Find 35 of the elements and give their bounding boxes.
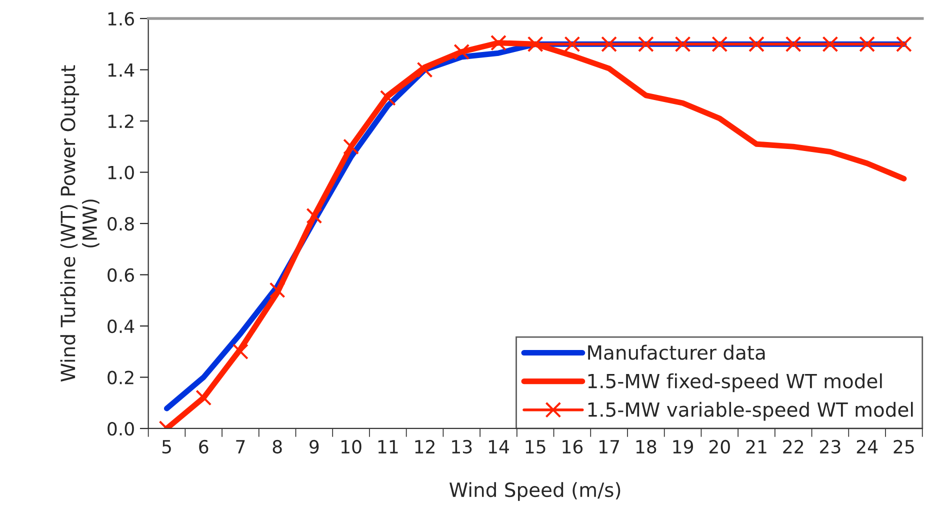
y-tick-label: 1.2 <box>108 114 134 128</box>
x-axis-title: Wind Speed (m/s) <box>450 482 620 501</box>
x-tick-label: 9 <box>310 440 319 454</box>
x-tick-label: 20 <box>709 440 730 454</box>
y-tick-label: 1.0 <box>108 166 134 180</box>
x-tick-label: 22 <box>783 440 804 454</box>
y-axis-title: Wind Turbine (WT) Power Output (MW) <box>60 65 100 382</box>
x-tick-label: 7 <box>236 440 245 454</box>
x-tick-label: 24 <box>856 440 878 454</box>
y-tick-label: 0.8 <box>108 216 134 231</box>
x-tick-label: 19 <box>673 440 693 454</box>
y-tick-label: 0.0 <box>108 422 134 436</box>
x-tick-label: 6 <box>199 440 208 454</box>
x-tick-label: 5 <box>162 440 171 454</box>
x-tick-label: 15 <box>526 440 546 454</box>
y-tick-label: 0.6 <box>108 268 134 282</box>
x-tick-label: 14 <box>488 440 509 454</box>
x-tick-label: 21 <box>746 440 766 454</box>
x-tick-label: 23 <box>820 440 840 454</box>
x-tick-label: 12 <box>415 440 434 454</box>
x-tick-label: 17 <box>600 440 620 454</box>
y-tick-label: 0.4 <box>108 319 134 334</box>
x-tick-label: 13 <box>452 440 472 454</box>
y-tick-label: 0.2 <box>108 370 134 384</box>
x-tick-label: 16 <box>562 440 583 454</box>
x-tick-label: 10 <box>342 440 362 454</box>
x-tick-label: 18 <box>636 440 656 454</box>
x-tick-label: 11 <box>378 440 398 454</box>
x-tick-label: 25 <box>894 440 914 454</box>
y-tick-label: 1.4 <box>108 63 134 77</box>
x-tick-label: 8 <box>272 440 282 454</box>
legend-label: 1.5-MW variable-speed WT model <box>588 402 913 421</box>
y-tick-label: 1.6 <box>108 12 134 26</box>
legend-label: 1.5-MW fixed-speed WT model <box>588 373 882 392</box>
legend-label: Manufacturer data <box>588 344 765 360</box>
